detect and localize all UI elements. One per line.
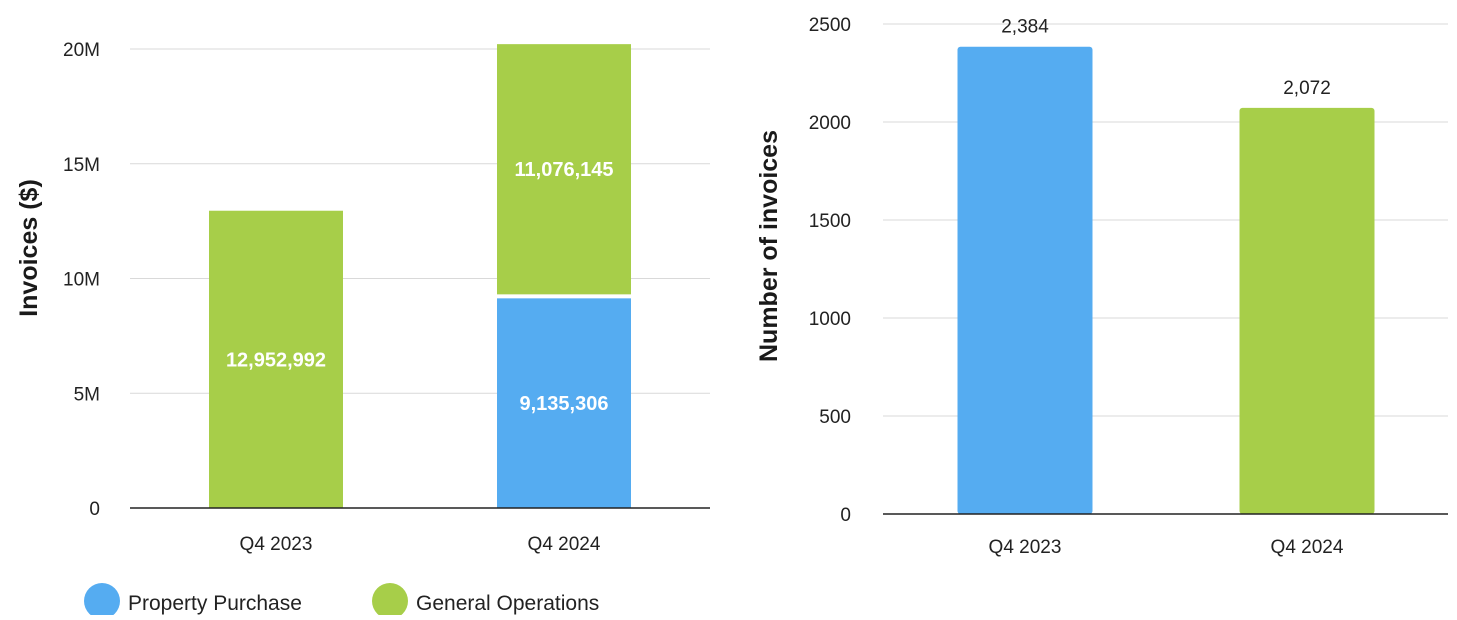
right-x-tick-label: Q4 2024 (1271, 537, 1344, 558)
left-bar-data-label: 11,076,145 (515, 159, 614, 181)
left-bar-segment (497, 298, 631, 508)
left-y-tick-label: 5M (74, 384, 100, 405)
right-bar-data-label: 2,072 (1283, 78, 1331, 99)
right-y-tick-label: 1500 (809, 211, 851, 232)
right-y-tick-label: 500 (819, 407, 851, 428)
left-bar-segment (497, 44, 631, 295)
left-y-tick-label: 10M (63, 270, 100, 291)
right-bar-data-label: 2,384 (1001, 17, 1049, 38)
legend-swatch-icon (84, 583, 120, 619)
right-y-tick-label: 2000 (809, 113, 851, 134)
left-bar-segment (209, 210, 343, 509)
left-x-tick-label: Q4 2024 (528, 534, 601, 555)
right-y-tick-label: 1000 (809, 309, 851, 330)
left-y-tick-label: 15M (63, 155, 100, 176)
legend-entry-label: Property Purchase (128, 592, 302, 615)
left-y-tick-label: 0 (89, 499, 100, 520)
left-y-tick-label: 20M (63, 40, 100, 61)
legend-swatch-icon (372, 583, 408, 619)
left-y-axis-title: Invoices ($) (15, 179, 43, 317)
right-y-axis-title: Number of invoices (755, 130, 783, 362)
right-y-tick-label: 0 (840, 505, 851, 526)
right-y-tick-label: 2500 (809, 15, 851, 36)
left-bar-data-label: 12,952,992 (226, 349, 326, 371)
left-x-tick-label: Q4 2023 (240, 534, 313, 555)
left-bar-data-label: 9,135,306 (520, 393, 609, 415)
legend-entry-label: General Operations (416, 592, 599, 615)
right-x-tick-label: Q4 2023 (989, 537, 1062, 558)
right-bar (957, 46, 1093, 515)
right-bar (1239, 107, 1375, 514)
